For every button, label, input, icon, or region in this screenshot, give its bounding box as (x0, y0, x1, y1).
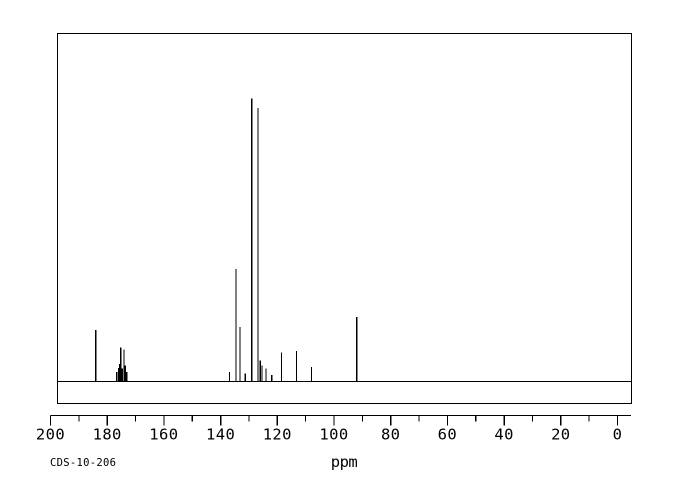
spectrum-trace (58, 98, 631, 383)
axis-tick-label: 40 (494, 426, 513, 444)
ppm-axis (49, 414, 631, 426)
axis-tick-label: 20 (551, 426, 570, 444)
axis-tick-label: 120 (263, 426, 292, 444)
axis-tick-label: 160 (149, 426, 178, 444)
axis-tick-label: 0 (613, 426, 623, 444)
axis-tick-labels: 200 180 160 140 120 100 80 60 40 20 0 (36, 426, 622, 444)
axis-tick-label: 180 (93, 426, 122, 444)
axis-tick-label: 100 (319, 426, 348, 444)
plot-frame (56, 32, 633, 405)
axis-tick-label: 140 (206, 426, 235, 444)
sample-id-label: CDS-10-206 (50, 457, 116, 469)
axis-title-ppm: ppm (331, 453, 358, 471)
axis-tick-label: 200 (36, 426, 65, 444)
axis-tick-label: 80 (381, 426, 400, 444)
axis-tick-label: 60 (438, 426, 457, 444)
